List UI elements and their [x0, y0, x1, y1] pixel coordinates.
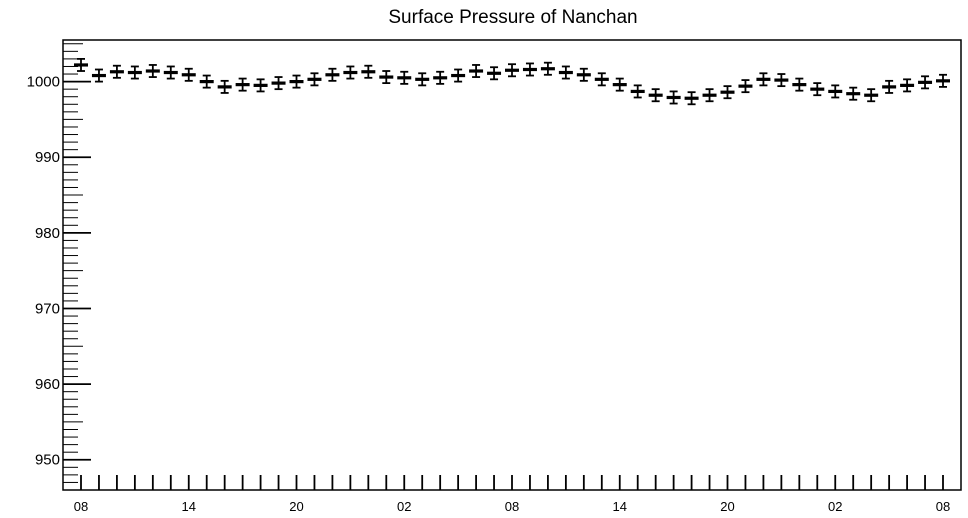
data-point	[792, 77, 807, 92]
data-point	[469, 64, 484, 78]
data-point	[343, 65, 358, 80]
data-point	[199, 74, 214, 89]
data-point	[900, 78, 915, 93]
data-point	[648, 88, 663, 103]
data-point	[774, 73, 789, 88]
data-point	[882, 79, 897, 94]
data-point	[181, 67, 196, 82]
y-axis: 950 960 970 980 990 1000	[27, 43, 91, 491]
x-tick-label: 14	[182, 499, 196, 514]
data-point	[487, 66, 502, 81]
data-point	[936, 73, 950, 88]
data-point	[522, 62, 537, 77]
data-point	[702, 88, 717, 103]
data-point	[558, 65, 573, 80]
y-tick-label: 990	[35, 149, 60, 166]
data-point	[325, 67, 340, 82]
data-point	[738, 79, 753, 94]
pressure-series	[74, 58, 950, 106]
x-axis: 08 14 20 02 08 14 20 02 08	[74, 475, 950, 514]
data-point	[271, 76, 286, 91]
x-tick-label: 14	[613, 499, 627, 514]
x-tick-label: 20	[720, 499, 734, 514]
data-point	[576, 67, 591, 82]
data-point	[756, 72, 771, 87]
y-tick-label: 980	[35, 225, 60, 242]
data-point	[810, 82, 825, 97]
data-point	[864, 88, 879, 103]
data-point	[433, 70, 448, 85]
x-tick-label: 02	[397, 499, 411, 514]
data-point	[684, 91, 699, 106]
data-point	[828, 84, 843, 99]
y-tick-label: 970	[35, 300, 60, 317]
data-point	[307, 72, 322, 87]
y-tick-label: 1000	[27, 74, 60, 91]
data-point	[235, 77, 250, 92]
data-point	[289, 74, 304, 89]
data-point	[451, 68, 466, 83]
data-point	[612, 77, 627, 92]
data-point	[109, 64, 124, 79]
plot-frame	[62, 39, 962, 491]
data-point	[253, 78, 268, 93]
data-point	[540, 61, 555, 76]
data-point	[415, 72, 430, 87]
data-point	[630, 84, 645, 99]
y-tick-label: 960	[35, 376, 60, 393]
x-tick-label: 08	[74, 499, 88, 514]
data-point	[666, 90, 681, 105]
data-point	[74, 58, 88, 72]
data-point	[379, 70, 394, 85]
data-point	[91, 68, 106, 83]
data-point	[397, 70, 412, 85]
x-tick-label: 08	[505, 499, 519, 514]
data-point	[594, 72, 609, 87]
y-tick-label: 950	[35, 452, 60, 469]
data-point	[720, 85, 735, 100]
data-point	[217, 79, 232, 94]
data-point	[505, 63, 519, 78]
data-point	[846, 86, 861, 101]
chart-title: Surface Pressure of Nanchan	[388, 7, 637, 28]
data-point	[145, 64, 160, 78]
x-tick-label: 02	[828, 499, 842, 514]
data-point	[361, 64, 376, 79]
data-point	[163, 65, 178, 80]
data-point	[918, 75, 933, 90]
x-tick-label: 20	[289, 499, 303, 514]
data-point	[127, 65, 142, 80]
x-tick-label: 08	[936, 499, 950, 514]
